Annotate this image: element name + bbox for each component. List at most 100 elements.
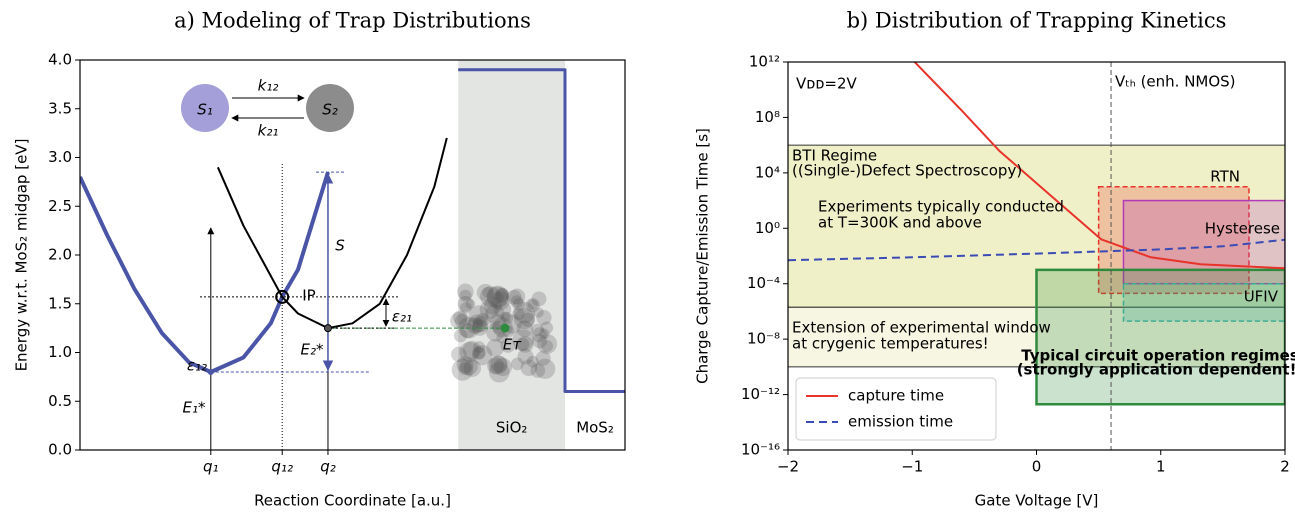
x-tick-label: q₁ [203,458,219,476]
trap-blob [453,328,468,343]
trap-blob [540,321,554,335]
region-label: Hysterese [1205,220,1280,238]
y-tick-label: 3.0 [48,148,72,166]
trap-blob [513,301,536,324]
trap-blob [466,317,484,334]
trap-blob [512,307,525,320]
trap-blob [468,305,489,325]
x-tick-label: 2 [1280,458,1290,476]
region [1122,282,1285,322]
trap-blob [459,357,478,376]
legend-label: emission time [848,413,953,431]
e2-point [323,324,332,333]
trap-blob [525,298,540,313]
trap-blob [475,313,490,327]
series-line [913,62,1285,270]
trap-blob [537,334,558,354]
y-tick-label: 4.0 [48,51,72,69]
trap-blob [480,286,501,307]
trap-blob [506,289,522,305]
region-label: at crygenic temperatures! [792,335,989,353]
trap-blob [493,300,512,319]
trap-blob [516,336,534,353]
annotation: k₁₂ [258,77,279,95]
region [458,60,566,450]
x-tick-label: −2 [777,458,799,476]
trap-blob [516,320,534,338]
trap-blob [473,347,486,359]
trap-blob [488,355,508,375]
trap-blob [512,298,526,311]
region [565,60,625,450]
region-label: BTI Regime [792,147,877,165]
trap-blob [530,363,546,378]
trap-blob [457,295,474,312]
chart-title: b) Distribution of Trapping Kinetics [847,9,1227,33]
trap-blob [453,310,468,325]
annotation: S₂ [322,101,338,119]
trap-blob [462,340,482,360]
annotation: ε₁₂ [187,357,207,375]
x-axis-label: Reaction Coordinate [a.u.] [254,492,451,510]
y-tick-label: 3.5 [48,99,72,117]
trap-blob [531,291,547,307]
trap-blob [460,323,476,339]
trap-blob [451,346,467,362]
trap-blob [463,359,482,377]
trap-blob [456,356,474,374]
trap-blob [511,357,524,371]
trap-blob [500,311,511,322]
trap-blob [501,312,514,325]
plot-area [788,62,1285,406]
trap-blob [486,285,509,308]
region [1035,268,1285,406]
annotation: ε₂₁ [392,308,412,326]
chart-title: a) Modeling of Trap Distributions [174,9,531,33]
y-tick-label: 2.5 [48,197,72,215]
trap-blob [451,359,474,381]
trap-blob [494,288,510,303]
region-label: Extension of experimental window [792,319,1051,337]
trap-blob [535,350,551,366]
trap-blob [454,313,471,330]
y-tick-label: 10⁴ [755,163,780,181]
trap-blob [527,299,538,310]
y-tick-label: 0.5 [48,392,72,410]
state-s2 [306,84,354,132]
trap-blob [479,300,499,320]
state-s1 [181,84,229,132]
trap-blob [476,283,494,302]
y-tick-label: 1.5 [48,294,72,312]
et-point [500,323,510,333]
trap-blob [541,340,554,352]
y-tick-label: 1.0 [48,343,72,361]
series-line [216,137,448,330]
trap-blob [495,287,510,302]
trap-blob [486,286,509,309]
y-tick-label: 2.0 [48,246,72,264]
annotation: Eᴛ [503,336,522,354]
y-tick-label: 10⁻⁴ [747,274,780,292]
trap-blob [517,348,534,365]
x-tick-label: 1 [1156,458,1166,476]
trap-blob [465,298,476,309]
ip-point [275,289,290,304]
trap-blob [472,345,493,366]
trap-blob [459,289,472,302]
trap-blob [473,341,486,354]
trap-blob [490,290,510,311]
trap-blob [488,361,510,383]
trap-blob [493,292,504,303]
trap-blob [520,312,535,327]
annotation: IP [302,287,315,305]
y-tick-label: 10⁰ [755,219,780,237]
annotation: E₂* [301,341,324,359]
y-tick-label: 10⁻¹⁶ [741,441,780,459]
y-tick-label: 10⁻¹² [741,385,780,403]
trap-blob [532,333,548,349]
y-tick-label: 0.0 [48,441,72,459]
trap-blob [472,346,486,360]
trap-blob [459,302,472,314]
y-tick-label: 10⁻⁸ [747,330,780,348]
